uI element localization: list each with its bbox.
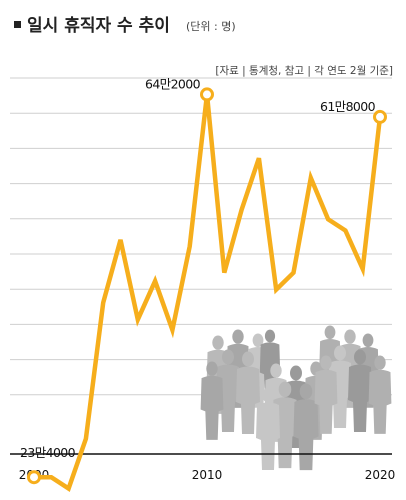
person-silhouette xyxy=(293,383,319,471)
data-point-marker xyxy=(373,109,387,124)
x-tick-label: 2010 xyxy=(192,468,223,482)
data-label: 64만2000 xyxy=(145,76,201,91)
chart-title: 일시 휴직자 수 추이 xyxy=(27,15,170,36)
data-point-marker xyxy=(200,87,214,102)
person-silhouette xyxy=(314,355,338,434)
person-silhouette xyxy=(368,355,392,434)
highlight-markers xyxy=(27,87,387,485)
person-silhouette xyxy=(236,351,260,434)
data-label: 61만8000 xyxy=(320,99,376,114)
person-silhouette xyxy=(256,387,280,470)
data-label: 23만4000 xyxy=(20,445,76,460)
person-silhouette xyxy=(348,349,372,432)
title-marker-square xyxy=(14,21,21,28)
data-labels: 23만4000 64만2000 61만8000 xyxy=(20,76,376,460)
crowd-illustration xyxy=(200,325,392,471)
data-point-marker xyxy=(27,470,41,485)
person-silhouette xyxy=(200,361,224,440)
x-tick-label: 2020 xyxy=(365,468,396,482)
chart-unit: (단위 : 명) xyxy=(186,20,236,33)
chart-source: [자료 | 통계청, 참고 | 각 연도 2월 기준] xyxy=(215,65,393,77)
